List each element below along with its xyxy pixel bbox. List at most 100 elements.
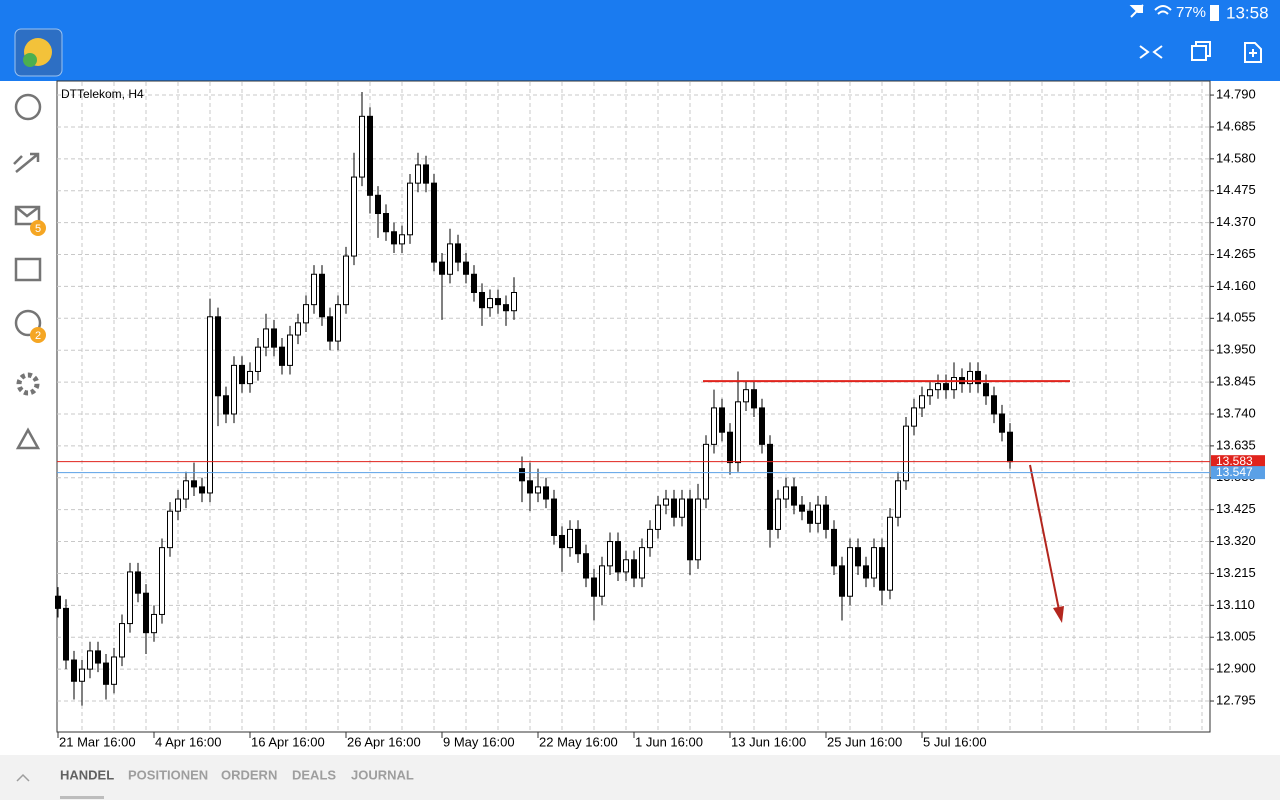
y-tick-label: 14.370	[1216, 214, 1256, 229]
candle-body	[351, 176, 357, 257]
candle-body	[967, 370, 973, 385]
candle-body	[815, 504, 821, 524]
y-tick-label: 14.055	[1216, 310, 1256, 325]
candle-body	[479, 291, 485, 309]
candle-body	[775, 498, 781, 530]
candle-body	[615, 541, 621, 573]
battery-icon	[1210, 5, 1219, 21]
tab[interactable]: ORDERN	[221, 767, 277, 782]
candle-body	[223, 395, 229, 415]
x-tick-label: 16 Apr 16:00	[251, 734, 325, 749]
candle-body	[551, 498, 557, 536]
trade-side-icon[interactable]	[13, 152, 40, 173]
candle-body	[399, 234, 405, 245]
candle-body	[503, 304, 509, 312]
candle-body	[87, 650, 93, 670]
y-tick-label: 14.475	[1216, 182, 1256, 197]
candle-body	[271, 328, 277, 348]
mail-icon[interactable]	[14, 205, 41, 226]
candle-body	[215, 316, 221, 397]
candle-body	[167, 510, 173, 549]
chat-icon[interactable]	[14, 309, 42, 337]
candle-body	[591, 577, 597, 597]
candle-body	[239, 364, 245, 385]
expand-icon[interactable]	[16, 773, 30, 782]
y-tick-label: 13.215	[1216, 565, 1256, 580]
candle-body	[727, 431, 733, 464]
candle-body	[927, 389, 933, 397]
tab[interactable]: HANDEL	[60, 767, 114, 782]
tab[interactable]: POSITIONEN	[128, 767, 208, 782]
candle-body	[743, 389, 749, 403]
tab-indicator	[60, 796, 104, 799]
candle-body	[943, 383, 949, 391]
candle-body	[847, 547, 853, 597]
candle-body	[903, 425, 909, 482]
candle-body	[783, 486, 789, 500]
logo-dot	[23, 53, 37, 67]
candle-body	[535, 486, 541, 494]
wifi-icon	[1154, 5, 1172, 15]
candle-body	[831, 528, 837, 567]
account-icon[interactable]	[14, 93, 42, 121]
candle-body	[127, 571, 133, 625]
candle-body	[103, 662, 109, 685]
candle-body	[703, 443, 709, 500]
price-label-bg	[1211, 466, 1265, 480]
candle-body	[719, 407, 725, 433]
windows-icon[interactable]	[1191, 45, 1207, 61]
candle-body	[287, 334, 293, 366]
candle-body	[935, 383, 941, 391]
clock: 13:58	[1226, 3, 1269, 22]
x-tick-label: 26 Apr 16:00	[347, 734, 421, 749]
candle-body	[415, 164, 421, 184]
trade-icon[interactable]	[1139, 45, 1163, 59]
tab-bar	[0, 755, 1280, 800]
news-icon[interactable]	[14, 257, 42, 282]
candle-body	[519, 468, 525, 482]
candle-body	[487, 298, 493, 309]
price-label-bg	[1211, 455, 1265, 469]
candle-body	[327, 316, 333, 342]
candle-body	[639, 547, 645, 579]
candle-body	[159, 547, 165, 615]
y-tick-label: 13.110	[1216, 597, 1255, 612]
candle-body	[279, 346, 285, 366]
candle-body	[319, 273, 325, 318]
candle-body	[79, 668, 85, 682]
candle-body	[567, 528, 573, 549]
candle-body	[311, 273, 317, 306]
x-tick-label: 5 Jul 16:00	[923, 734, 987, 749]
candle-body	[647, 528, 653, 549]
y-tick-label: 13.425	[1216, 501, 1256, 516]
candle-body	[735, 401, 741, 464]
settings-icon[interactable]	[16, 372, 40, 396]
y-tick-label: 14.580	[1216, 150, 1256, 165]
tab[interactable]: JOURNAL	[351, 767, 414, 782]
tab[interactable]: DEALS	[292, 767, 336, 782]
candle-body	[119, 623, 125, 658]
arrow-line[interactable]	[1029, 464, 1060, 611]
candle-body	[1007, 431, 1013, 463]
candle-body	[751, 389, 757, 409]
candle-body	[183, 480, 189, 500]
candle-body	[655, 504, 661, 530]
x-tick-label: 21 Mar 16:00	[59, 734, 136, 749]
y-tick-label: 13.950	[1216, 342, 1256, 357]
new-chart-icon[interactable]	[1244, 42, 1262, 63]
chart-title: DTTelekom, H4	[61, 87, 144, 101]
candle-body	[375, 194, 381, 215]
x-tick-label: 9 May 16:00	[443, 734, 515, 749]
candle-body	[191, 480, 197, 488]
candle-body	[559, 534, 565, 549]
arrow-head	[1053, 606, 1064, 623]
candle-body	[799, 504, 805, 512]
price-label: 13.583	[1216, 454, 1253, 468]
candle-body	[359, 115, 365, 178]
candle-body	[679, 498, 685, 518]
candle-body	[575, 528, 581, 555]
candle-body	[431, 182, 437, 263]
x-tick-label: 25 Jun 16:00	[827, 734, 902, 749]
candle-body	[983, 383, 989, 397]
community-icon[interactable]	[15, 427, 41, 450]
